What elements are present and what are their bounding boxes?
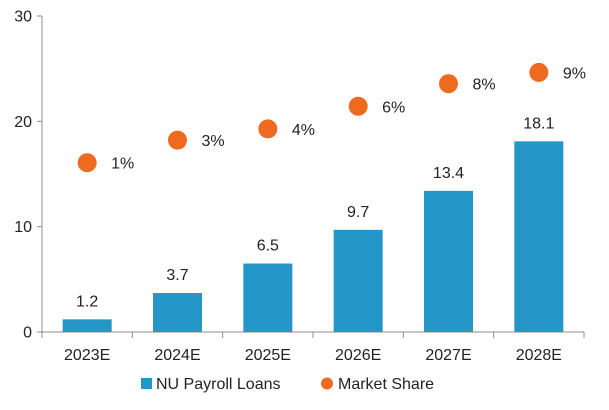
- market-share-point-2027e: [439, 74, 458, 94]
- market-share-label-2028e: 9%: [563, 65, 586, 82]
- bar-2026e: [333, 229, 383, 332]
- bar-label-2026e: 9.7: [347, 204, 369, 221]
- x-tick-label-2024e: 2024E: [154, 347, 200, 364]
- market-share-label-2025e: 4%: [292, 122, 315, 139]
- market-share-series: [77, 62, 549, 173]
- legend-label-market-share: Market Share: [338, 376, 434, 393]
- y-tick-label: 20: [14, 114, 32, 131]
- bar-label-2027e: 13.4: [433, 165, 464, 182]
- market-share-label-2024e: 3%: [202, 133, 225, 150]
- bar-data-labels: 1.2 3.7 6.5 9.7 13.4 18.1: [76, 115, 554, 310]
- legend: NU Payroll Loans Market Share: [141, 376, 434, 393]
- market-share-label-2026e: 6%: [382, 99, 405, 116]
- x-tick-label-2028e: 2028E: [516, 347, 562, 364]
- legend-swatch-payroll-loans: [141, 378, 152, 389]
- market-share-point-2024e: [168, 130, 187, 150]
- bar-2024e: [153, 293, 202, 332]
- y-tick-label: 0: [23, 325, 32, 342]
- bar-label-2023e: 1.2: [76, 293, 98, 310]
- y-axis-ticks: 0 10 20 30: [14, 9, 42, 342]
- market-share-data-labels: 1% 3% 4% 6% 8% 9%: [111, 65, 586, 172]
- market-share-point-2028e: [529, 62, 549, 82]
- y-tick-label: 30: [14, 9, 32, 26]
- bar-label-2028e: 18.1: [523, 115, 554, 132]
- x-axis-ticks: 2023E 2024E 2025E 2026E 2027E 2028E: [41, 332, 585, 364]
- x-tick-label-2023e: 2023E: [64, 347, 110, 364]
- market-share-label-2027e: 8%: [473, 77, 496, 94]
- market-share-point-2025e: [258, 119, 278, 139]
- bar-2023e: [62, 319, 112, 332]
- bar-label-2025e: 6.5: [257, 238, 279, 255]
- legend-swatch-market-share: [321, 377, 333, 390]
- x-tick-label-2026e: 2026E: [335, 347, 381, 364]
- market-share-label-2023e: 1%: [111, 156, 134, 173]
- legend-label-payroll-loans: NU Payroll Loans: [156, 376, 281, 393]
- bar-2027e: [424, 190, 473, 332]
- x-tick-label-2025e: 2025E: [245, 347, 291, 364]
- bar-2028e: [514, 141, 564, 332]
- market-share-point-2023e: [77, 153, 97, 173]
- x-tick-label-2027e: 2027E: [425, 347, 471, 364]
- market-share-point-2026e: [348, 96, 368, 116]
- bar-label-2024e: 3.7: [166, 267, 188, 284]
- bar-series: [62, 141, 564, 332]
- bar-2025e: [243, 263, 293, 332]
- y-tick-label: 10: [14, 219, 32, 236]
